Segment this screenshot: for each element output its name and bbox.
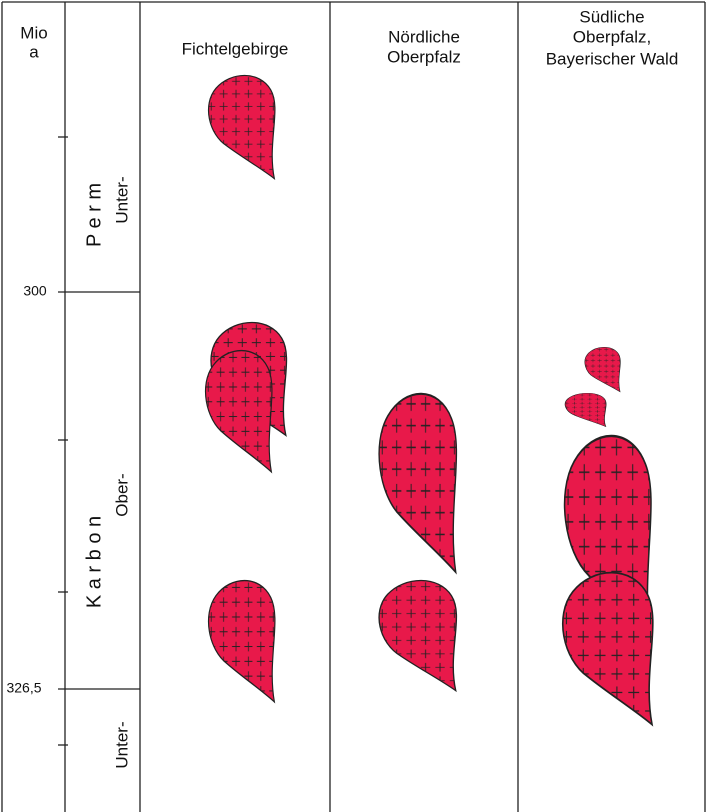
epoch: Unter- — [112, 176, 131, 223]
column-header: Fichtelgebirge — [182, 39, 289, 58]
period: K a r b o n — [83, 516, 105, 608]
epoch: Unter- — [112, 721, 131, 768]
period: P e r m — [83, 183, 105, 247]
unit: Mio — [20, 23, 47, 42]
epoch: Ober- — [112, 473, 131, 516]
column-header: Oberpfalz, — [573, 27, 651, 46]
column-header: Südliche — [579, 7, 644, 26]
age-label: 300 — [23, 283, 47, 299]
plutons — [204, 74, 654, 726]
age-label: 326,5 — [6, 680, 41, 696]
unit: a — [29, 42, 39, 61]
column-header: Oberpfalz — [387, 47, 461, 66]
column-header: Bayerischer Wald — [546, 49, 679, 68]
column-header: Nördliche — [388, 27, 460, 46]
